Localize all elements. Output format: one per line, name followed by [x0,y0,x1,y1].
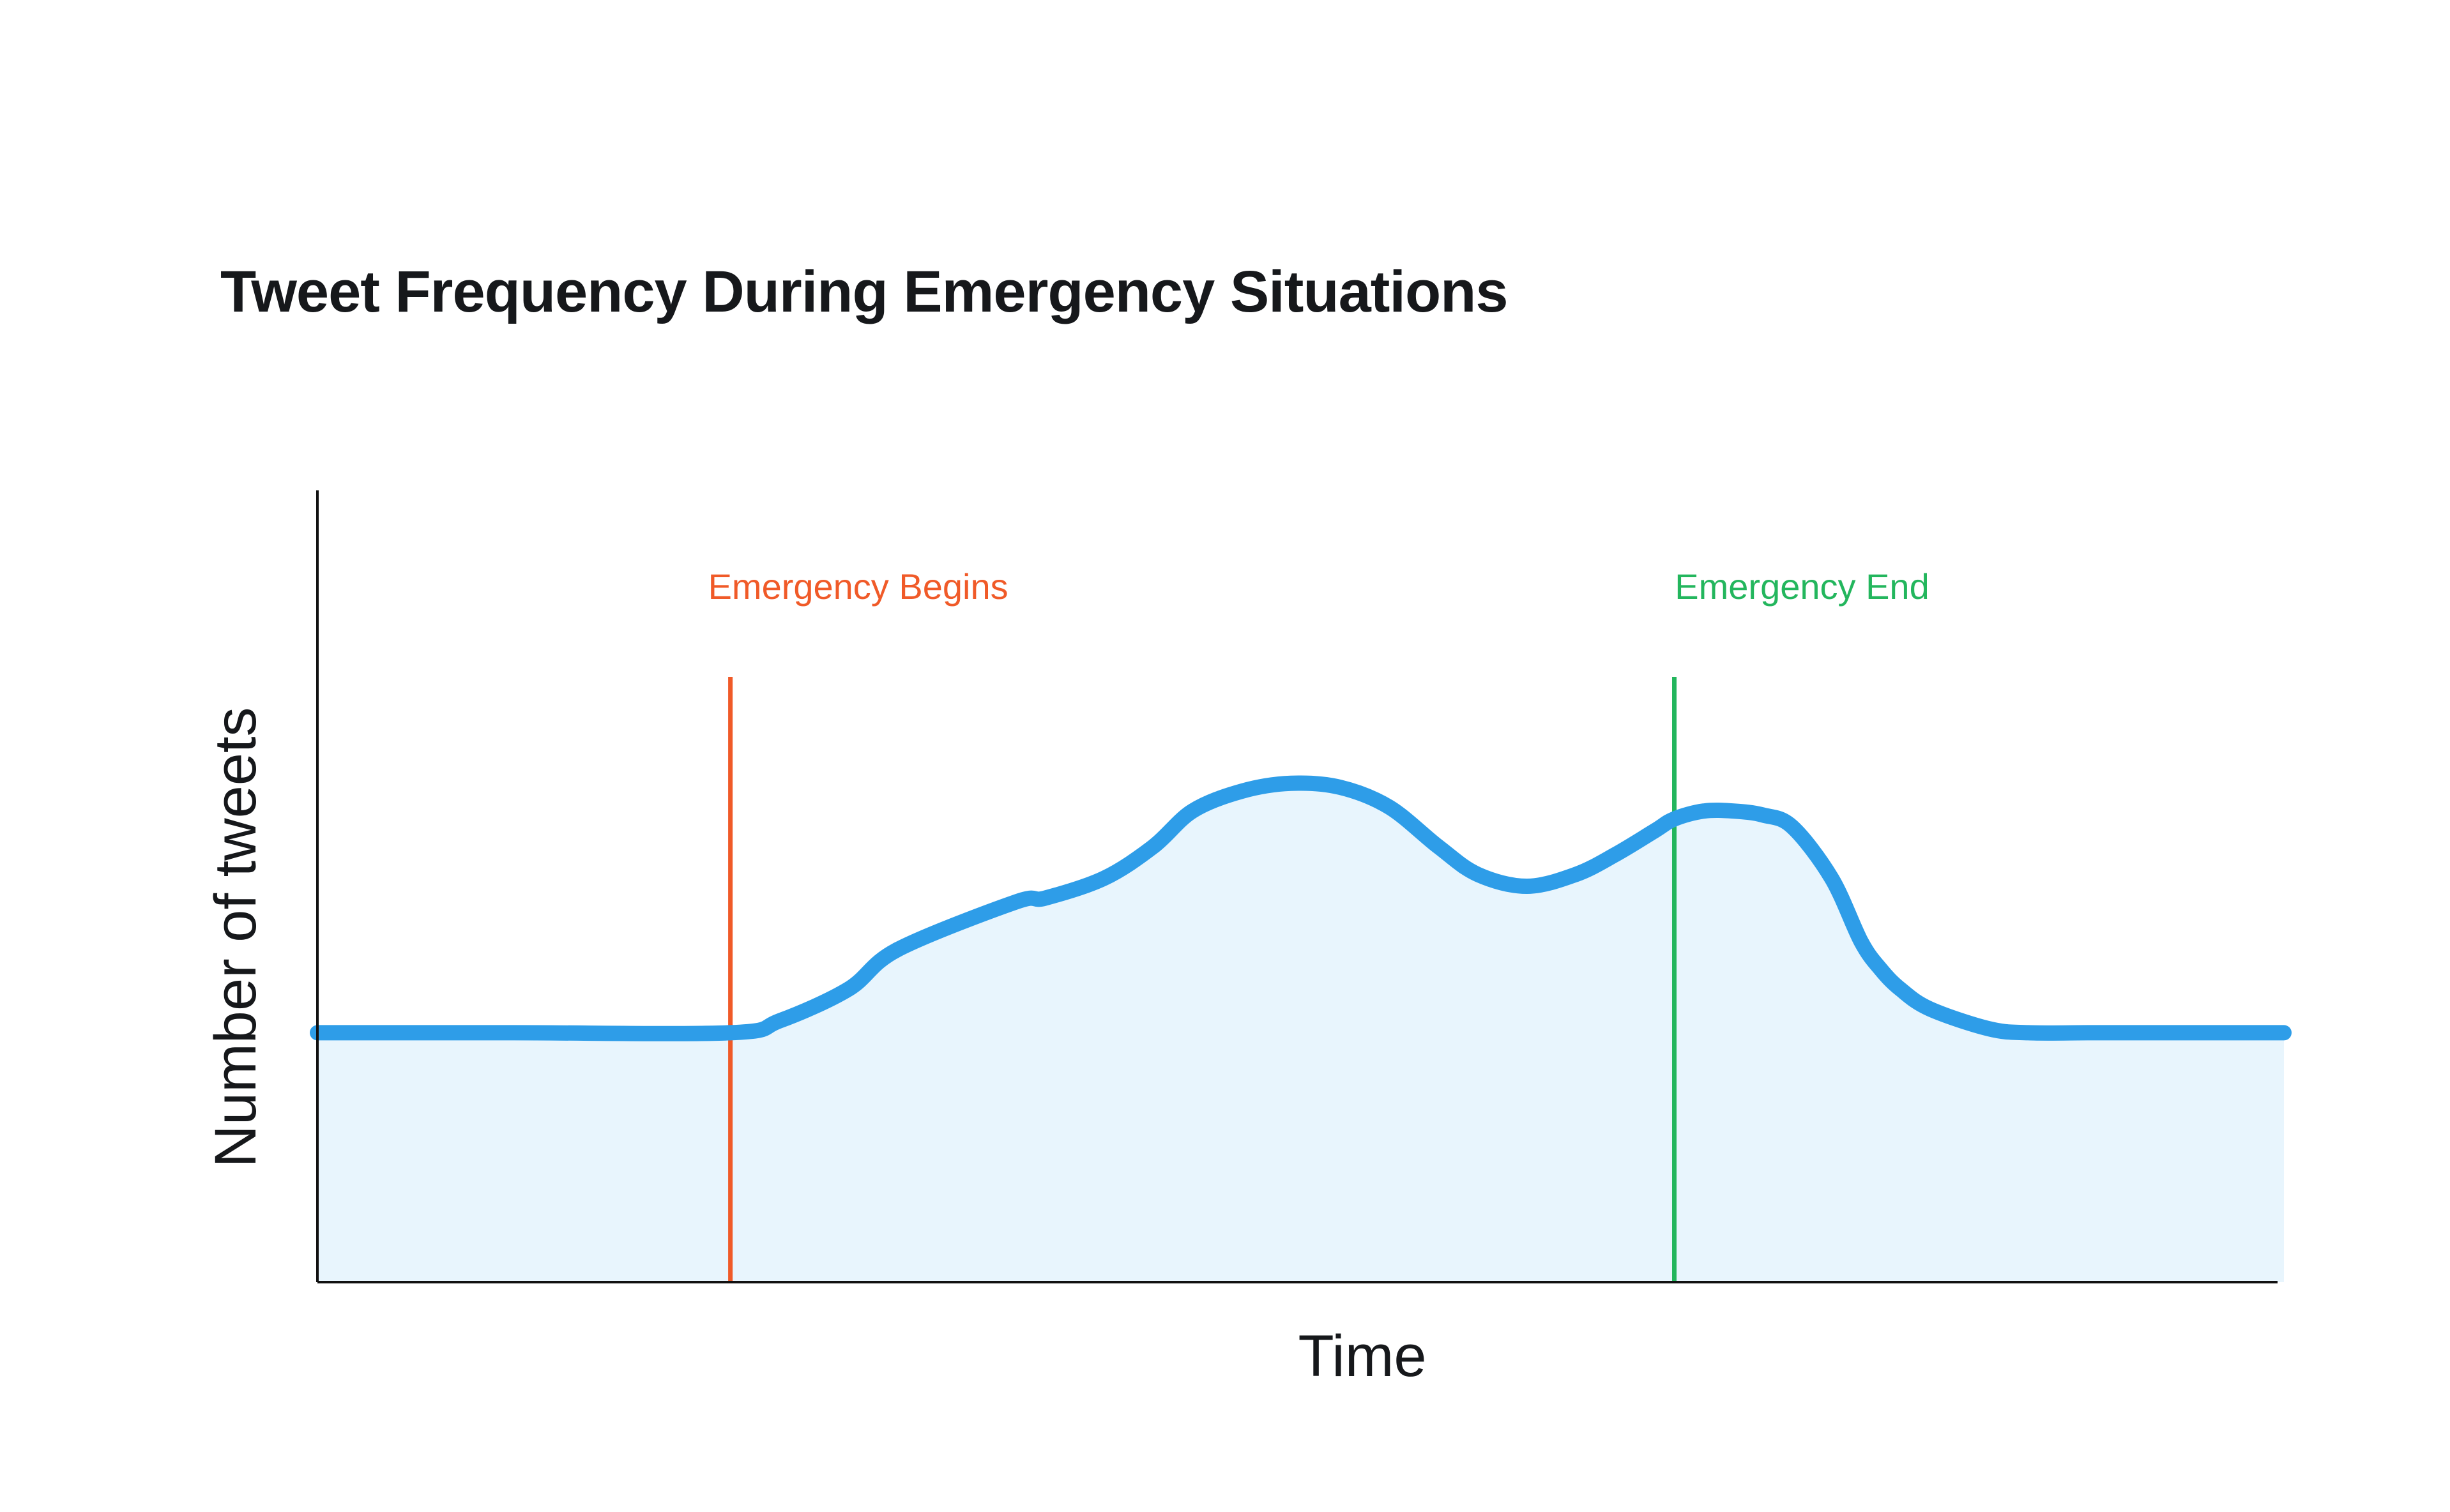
annotation-label-0: Emergency Begins [708,566,1008,607]
y-axis-label: Number of tweets [203,707,268,1168]
tweet-area-fill [317,783,2284,1282]
chart-title: Tweet Frequency During Emergency Situati… [220,259,1508,324]
tweet-series-line [310,775,2292,1041]
x-axis-label: Time [1298,1324,1426,1389]
annotation-label-1: Emergency End [1675,566,1929,607]
